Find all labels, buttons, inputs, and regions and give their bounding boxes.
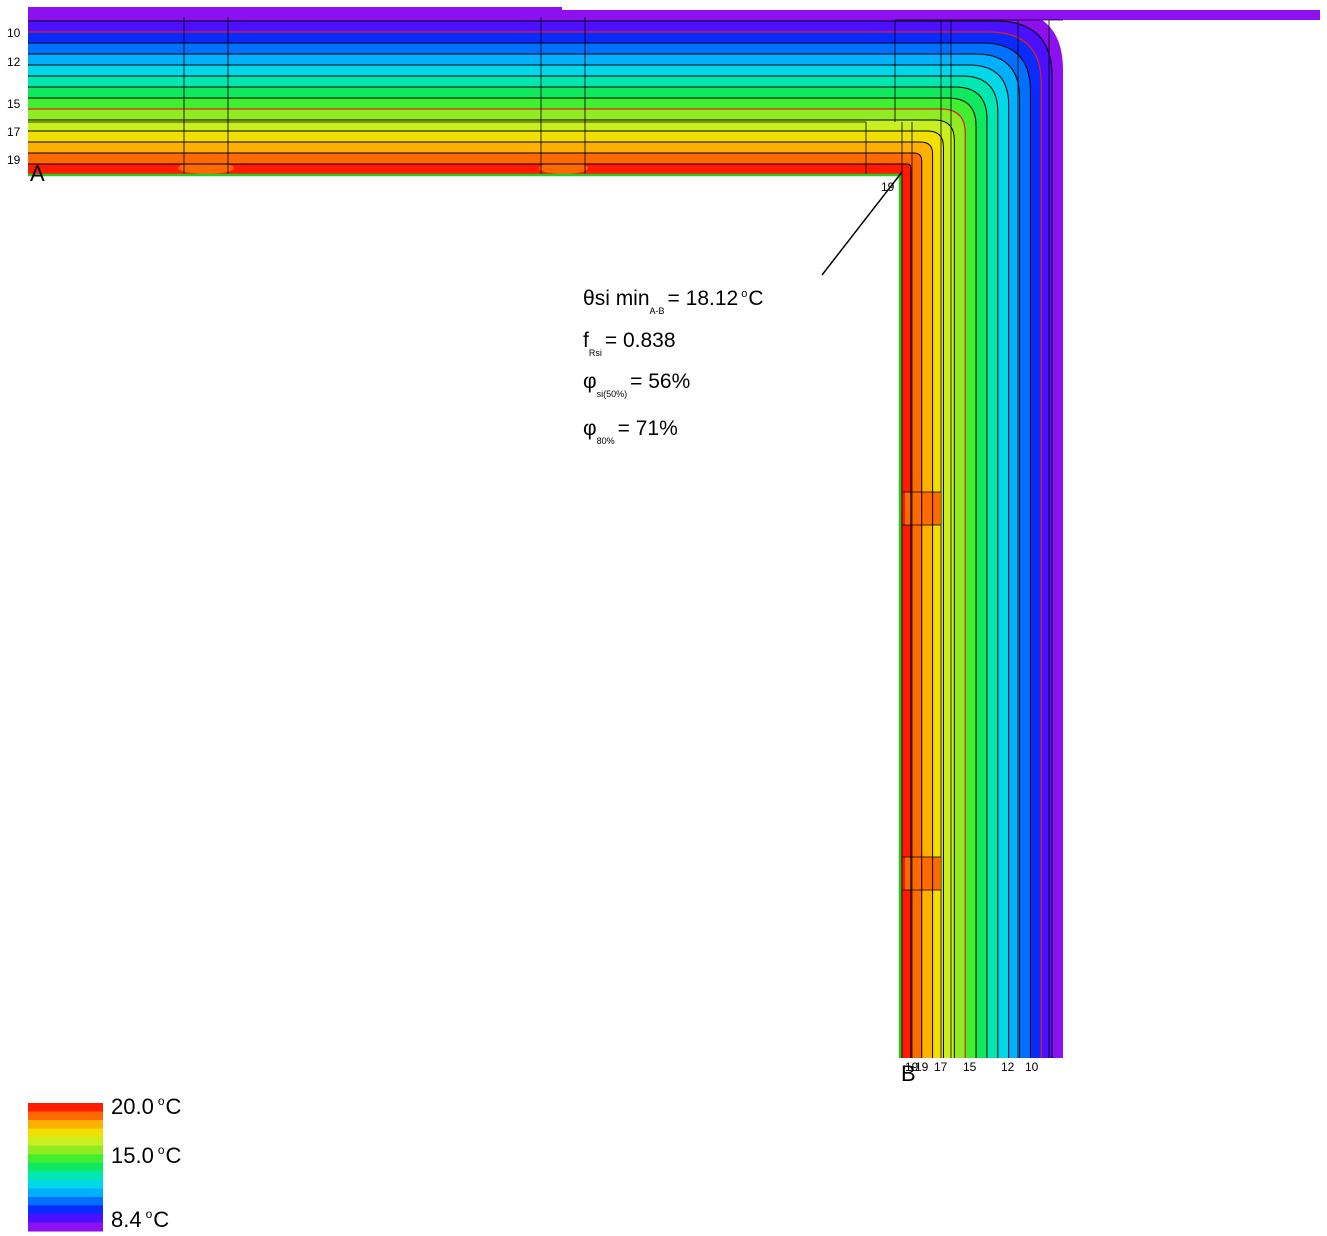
phi-symbol: φ	[583, 370, 597, 393]
temperature-band	[28, 54, 1020, 1058]
theta-value: = 18.12	[668, 287, 739, 310]
isotherm-label-corner: 19	[881, 181, 894, 193]
isotherm-line	[28, 87, 987, 1058]
legend-swatch	[28, 1163, 103, 1172]
isotherm-label: 17	[934, 1061, 947, 1073]
frsi-subscript: Rsi	[589, 348, 602, 358]
isotherm-label: 12	[7, 56, 20, 68]
phi-80-readout: φ80%= 71%	[583, 418, 678, 446]
legend-swatch	[28, 1120, 103, 1129]
frsi-value: = 0.838	[605, 329, 676, 352]
legend-swatch	[28, 1137, 103, 1146]
legend-swatch	[28, 1112, 103, 1121]
isotherm-label: 10	[1025, 1061, 1038, 1073]
stud-warm-zone	[905, 857, 940, 890]
degree-symbol: o	[158, 1143, 165, 1157]
degree-symbol: o	[158, 1094, 165, 1108]
frsi-label: f	[583, 329, 589, 352]
isotherm-label: 10	[7, 27, 20, 39]
legend-swatch	[28, 1180, 103, 1189]
isotherm-line	[28, 131, 943, 1058]
legend-max-label: 20.0 oC	[111, 1095, 181, 1118]
legend-swatch	[28, 1154, 103, 1163]
phi-si50-readout: φsi(50%)= 56%	[583, 371, 690, 399]
legend-mid-label: 15.0 oC	[111, 1144, 181, 1167]
isotherm-line	[28, 153, 922, 1058]
temperature-band	[28, 142, 933, 1058]
isotherm-label: 19	[915, 1061, 928, 1073]
isotherm-label: 17	[7, 126, 20, 138]
temperature-band	[28, 164, 911, 1058]
isotherm-line	[28, 76, 998, 1058]
legend-unit: C	[153, 1207, 169, 1232]
legend-swatch	[28, 1103, 103, 1112]
legend-max-value: 20.0	[111, 1094, 154, 1119]
isotherm-line	[28, 120, 954, 1058]
isotherm-label: 15	[963, 1061, 976, 1073]
temperature-band	[28, 109, 965, 1058]
isotherm-line	[28, 43, 1030, 1058]
isotherm-line	[28, 65, 1009, 1058]
theta-si-min-readout: θsi minA-B= 18.12 oC	[583, 288, 764, 316]
temperature-band	[28, 120, 954, 1058]
temperature-band	[28, 76, 998, 1058]
point-a-label: A	[30, 163, 45, 185]
legend-min-label: 8.4 oC	[111, 1208, 169, 1231]
theta-symbol: θ	[583, 287, 595, 310]
legend-color-scale	[28, 1103, 103, 1232]
internal-surface-line	[28, 175, 900, 1058]
degree-symbol: o	[741, 288, 747, 300]
legend-unit: C	[166, 1094, 182, 1119]
temperature-bands	[28, 7, 1320, 1058]
temperature-band	[28, 131, 943, 1058]
phi-symbol: φ	[583, 417, 597, 440]
legend-swatch	[28, 1197, 103, 1206]
legend-swatch	[28, 1171, 103, 1180]
isotherm-label: 15	[7, 98, 20, 110]
legend-swatch	[28, 1146, 103, 1155]
phi80-subscript: 80%	[597, 436, 615, 446]
legend-min-value: 8.4	[111, 1207, 142, 1232]
isotherm-label: 19	[7, 154, 20, 166]
legend-swatch	[28, 1129, 103, 1138]
theta-label: si min	[595, 287, 650, 310]
phi50-subscript: si(50%)	[597, 389, 628, 399]
isotherm-line	[28, 164, 911, 1058]
temperature-band	[28, 153, 922, 1058]
legend-mid-value: 15.0	[111, 1143, 154, 1168]
legend-swatch	[28, 1188, 103, 1197]
temperature-band	[28, 43, 1030, 1058]
legend-swatch	[28, 1222, 103, 1231]
isotherm-line	[28, 109, 965, 1058]
degree-symbol: o	[146, 1207, 153, 1221]
isotherm-line	[28, 98, 976, 1058]
frsi-readout: fRsi= 0.838	[583, 330, 676, 358]
isotherm-label: 12	[1001, 1061, 1014, 1073]
theta-subscript: A-B	[650, 306, 665, 316]
legend-swatch	[28, 1205, 103, 1214]
phi50-value: = 56%	[630, 370, 690, 393]
isotherm-line	[28, 54, 1020, 1058]
stud-warm-zone	[905, 492, 940, 525]
theta-unit: C	[748, 287, 763, 310]
legend-swatch	[28, 1214, 103, 1223]
isotherm-line	[28, 142, 933, 1058]
temperature-band	[28, 65, 1009, 1058]
internal-surface-line	[28, 175, 900, 1058]
temperature-band	[28, 98, 976, 1058]
temperature-band	[28, 87, 987, 1058]
legend-unit: C	[166, 1143, 182, 1168]
phi80-value: = 71%	[618, 417, 678, 440]
